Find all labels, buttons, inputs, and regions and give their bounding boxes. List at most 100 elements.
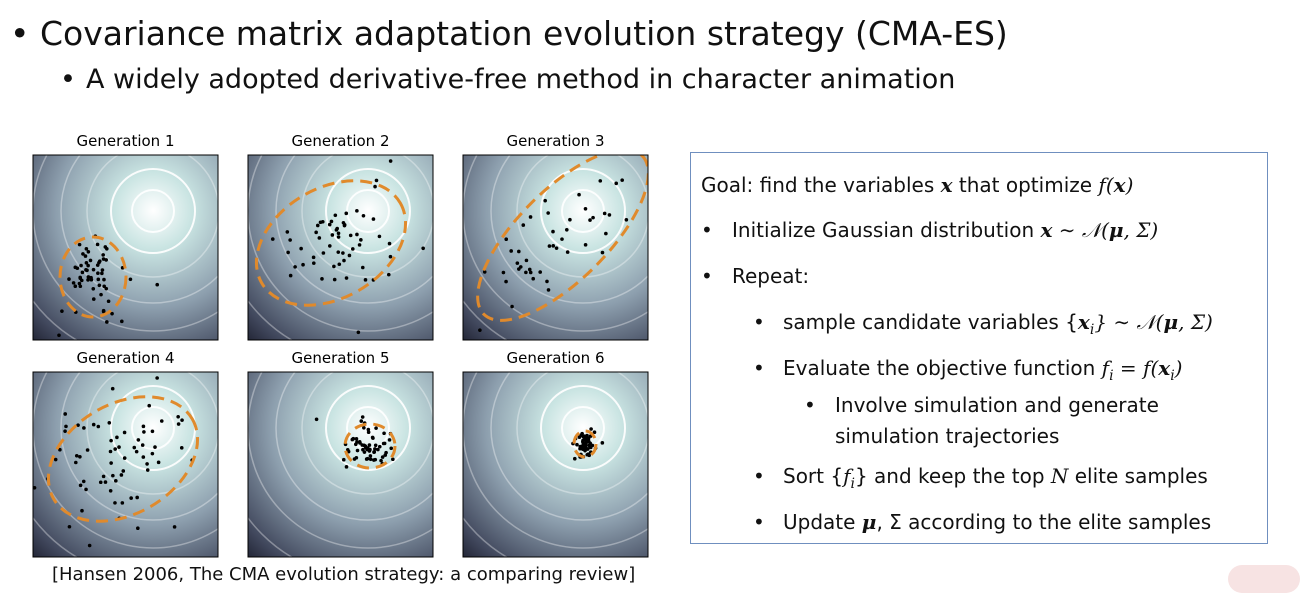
sample-dot [73,284,78,289]
math: μ [1108,218,1124,242]
contour [540,385,626,471]
contour [275,155,433,304]
sample-dot [382,431,386,436]
sample-dot [547,244,552,248]
panel-title: Generation 5 [292,349,390,367]
sample-dot [119,473,124,477]
sample-dot [83,254,88,258]
panel-inner [463,372,648,557]
sample-dot [509,249,513,253]
sample-dot [79,278,84,283]
involve: Involve simulation and generate [835,393,1159,417]
sample-dot [86,275,91,279]
sample-dot [91,422,96,427]
sample-dot [580,431,584,436]
sample-dot [312,261,316,265]
sample-dot [80,508,84,513]
math: f [1098,173,1106,197]
sample-dot [376,447,380,452]
sample-dot [317,236,322,240]
contour [33,155,218,332]
sample-dot [78,284,83,289]
panel-inner [33,372,218,557]
sample-dot [586,452,591,457]
sample-dot [527,267,532,272]
involve: simulation trajectories [835,424,1060,448]
sample-dot [564,227,569,232]
sample-dot [321,251,326,255]
sample-dot [159,419,164,423]
sample-dot [293,265,297,269]
algorithm-box: Goal: find the variables x that optimize… [690,152,1268,544]
sample-dot [355,448,360,453]
contour [463,155,648,332]
sample-dot [97,259,102,263]
evaluate: Evaluate the objective function fi = f(x… [783,356,1182,384]
sample-dot [524,258,529,263]
sample-dot [341,457,346,462]
panel-inner [463,155,648,340]
sample-dot [379,458,383,463]
math: ( [1105,173,1114,197]
sample-dot [286,250,290,255]
contour [33,372,218,549]
bullet: • [753,356,765,380]
sample-dot [433,224,437,228]
sample-dot [155,376,159,380]
sample-dot [624,217,629,222]
text: that optimize [952,173,1099,197]
math: x [1040,218,1053,242]
math: x [940,173,953,197]
sample-dot [77,281,82,286]
sample-dot [374,426,378,430]
sample-dot [115,435,119,440]
sample-dot [179,446,184,450]
sample-dot [583,243,588,247]
sample-dot [110,386,115,391]
sample-dot [113,447,118,451]
sample-dot [589,427,593,431]
sample-dot [78,454,82,459]
text: Update [783,510,862,534]
contour [540,168,626,254]
sample-dot [109,438,113,443]
sample-dot [380,455,385,459]
sample-dot [568,217,572,222]
sample-dot [551,229,555,234]
sample-dot [565,250,570,254]
sample-dot [586,447,590,451]
sample-dot [355,232,359,237]
panel-inner [33,155,218,340]
sample-dot [361,447,365,452]
sample-dot [102,284,107,289]
sample-dot [328,244,332,248]
sample-dot [504,237,509,242]
sample-dot [117,445,121,449]
bullet: • [753,510,765,534]
sample-dot [120,501,125,505]
watermark [1228,565,1300,593]
math: i [1109,368,1114,384]
sample-dot [336,231,341,236]
text: Sort { [783,464,844,488]
sample-dot [607,213,612,217]
sample-dot [63,412,68,416]
math: f [843,464,851,488]
goal: Goal: find the variables x that optimize… [701,173,1133,197]
sample-dot [153,445,157,449]
sample-dot [314,230,318,235]
sample-dot [584,440,589,445]
math: } ∼ 𝒩( [1094,310,1164,334]
sample-dot [91,297,96,301]
sample-dot [60,309,64,313]
sample-dot [84,247,89,251]
sample-dot [583,206,588,211]
sample-dot [100,271,104,276]
contour [301,155,433,278]
contour [325,168,411,254]
sample-dot [82,426,86,430]
sample-dot [101,309,106,314]
sample-dot [383,453,388,457]
sample-dot [368,457,373,462]
sample-dot [344,276,349,280]
